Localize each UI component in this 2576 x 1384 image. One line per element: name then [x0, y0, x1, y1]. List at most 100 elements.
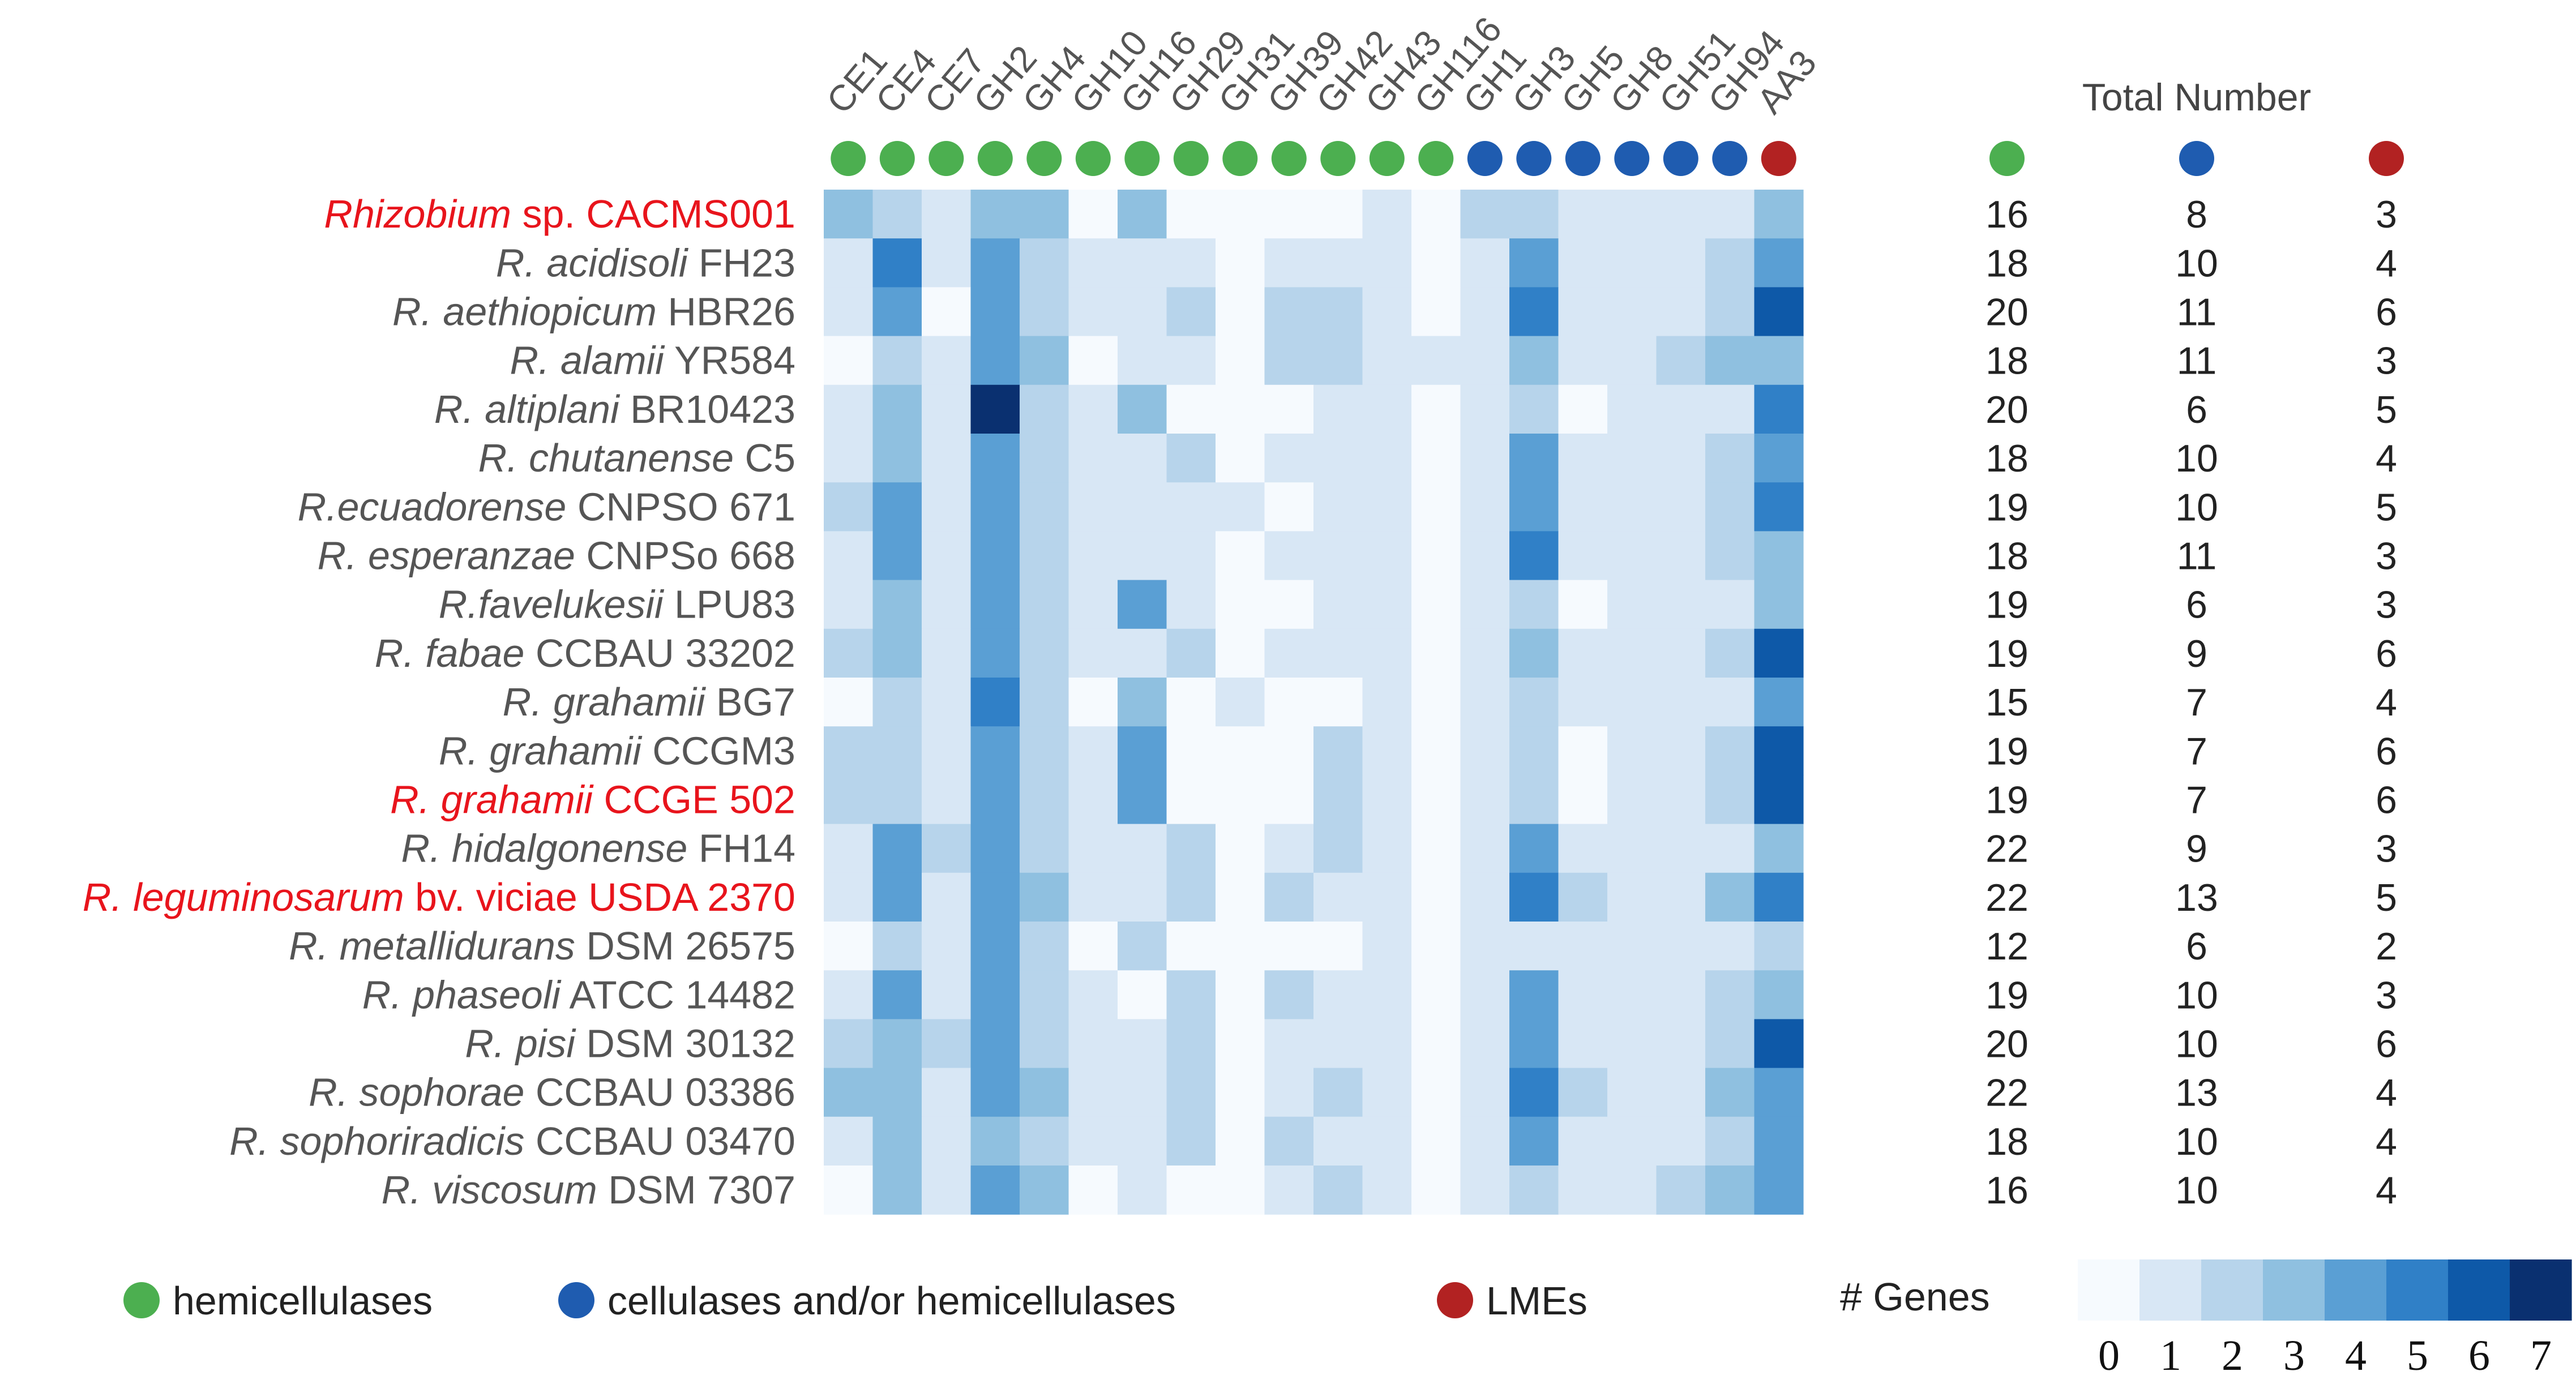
color-scale-tick: 4 — [2345, 1332, 2367, 1379]
color-scale-swatch — [2510, 1259, 2572, 1321]
heatmap-cell — [1754, 482, 1804, 532]
heatmap-cell — [1509, 1166, 1559, 1215]
heatmap-cell — [1166, 287, 1216, 337]
heatmap-cell — [1020, 970, 1069, 1019]
heatmap-cell — [1020, 824, 1069, 873]
heatmap-cell — [1607, 1166, 1657, 1215]
column-category-dot — [1369, 141, 1405, 176]
heatmap-cell — [1607, 678, 1657, 727]
heatmap-cell — [922, 434, 972, 483]
row-strain: FH14 — [687, 826, 795, 871]
heatmap-cell — [1460, 190, 1510, 239]
heatmap-cell — [1166, 1019, 1216, 1069]
heatmap-cell — [1509, 678, 1559, 727]
heatmap-cell — [1460, 628, 1510, 678]
heatmap-cell — [970, 482, 1020, 532]
column-category-dot — [1712, 141, 1748, 176]
row-species: R. metallidurans — [289, 924, 575, 968]
heatmap-cell — [1705, 580, 1755, 629]
row-species: R.ecuadorense — [298, 485, 567, 529]
heatmap-cell — [824, 678, 874, 727]
total-count: 19 — [1986, 974, 2029, 1017]
heatmap-cell — [824, 384, 874, 434]
heatmap-cell — [1656, 1116, 1706, 1166]
heatmap-cell — [1656, 872, 1706, 922]
heatmap-cell — [1460, 580, 1510, 629]
heatmap-cell — [824, 970, 874, 1019]
heatmap-cell — [1607, 726, 1657, 775]
heatmap-cell — [824, 287, 874, 337]
heatmap-cell — [1020, 922, 1069, 971]
heatmap-cell — [1558, 824, 1608, 873]
heatmap-cell — [1705, 726, 1755, 775]
heatmap-cell — [1509, 287, 1559, 337]
row-species: R. phaseoli — [362, 972, 562, 1017]
heatmap-cell — [1656, 1166, 1706, 1215]
heatmap-cell — [824, 1166, 874, 1215]
heatmap-cell — [1313, 384, 1363, 434]
heatmap-cell — [872, 531, 922, 581]
column-category-dot — [831, 141, 866, 176]
heatmap-cell — [1313, 434, 1363, 483]
heatmap-cell — [1411, 922, 1461, 971]
total-count: 18 — [1986, 535, 2029, 578]
heatmap-cell — [1118, 1019, 1167, 1069]
row-strain: LPU83 — [664, 582, 795, 627]
heatmap-cell — [1411, 628, 1461, 678]
total-count: 10 — [2175, 1169, 2218, 1212]
heatmap-cell — [1313, 482, 1363, 532]
total-count: 10 — [2175, 1120, 2218, 1163]
heatmap-cell — [1460, 824, 1510, 873]
heatmap-cell — [1607, 336, 1657, 385]
total-count: 3 — [2376, 828, 2397, 871]
heatmap-cell — [1509, 434, 1559, 483]
heatmap-cell — [1705, 384, 1755, 434]
total-count: 16 — [1986, 193, 2029, 236]
heatmap-cell — [1705, 628, 1755, 678]
heatmap-cell — [1705, 970, 1755, 1019]
heatmap-cell — [922, 922, 972, 971]
heatmap-cell — [1118, 678, 1167, 727]
heatmap-cell — [1656, 238, 1706, 288]
heatmap-cell — [1362, 922, 1412, 971]
row-strain: BR10423 — [619, 387, 795, 431]
heatmap-cells — [824, 190, 1804, 1215]
row-strain: sp. CACMS001 — [511, 192, 795, 236]
heatmap-cell — [1460, 970, 1510, 1019]
heatmap-cell — [1068, 531, 1118, 581]
heatmap-cell — [1705, 824, 1755, 873]
row-label: R. sophoriradicis CCBAU 03470 — [229, 1119, 795, 1163]
total-count: 19 — [1986, 730, 2029, 773]
row-strain: bv. viciae USDA 2370 — [404, 875, 795, 919]
heatmap-cell — [1411, 775, 1461, 825]
heatmap-cell — [1362, 190, 1412, 239]
heatmap-cell — [1068, 434, 1118, 483]
total-count: 4 — [2376, 242, 2397, 285]
total-count: 6 — [2376, 291, 2397, 334]
heatmap-cell — [872, 336, 922, 385]
total-count: 9 — [2186, 828, 2207, 871]
total-count: 6 — [2376, 730, 2397, 773]
heatmap-cell — [1118, 384, 1167, 434]
column-category-dot — [1761, 141, 1796, 176]
heatmap-cell — [1705, 287, 1755, 337]
heatmap-cell — [922, 1116, 972, 1166]
row-species: R. pisi — [465, 1022, 576, 1066]
heatmap-cell — [970, 922, 1020, 971]
heatmap-cell — [1656, 970, 1706, 1019]
heatmap-cell — [1068, 922, 1118, 971]
heatmap-cell — [1607, 1116, 1657, 1166]
heatmap-cell — [1705, 775, 1755, 825]
heatmap-cell — [1166, 970, 1216, 1019]
heatmap-cell — [1656, 531, 1706, 581]
heatmap-cell — [1460, 336, 1510, 385]
heatmap-cell — [1460, 531, 1510, 581]
heatmap-cell — [1020, 1116, 1069, 1166]
heatmap-cell — [970, 336, 1020, 385]
heatmap-cell — [1264, 678, 1314, 727]
total-count: 6 — [2376, 632, 2397, 675]
heatmap-cell — [872, 580, 922, 629]
row-species: R. viscosum — [382, 1168, 597, 1212]
heatmap-cell — [1068, 678, 1118, 727]
